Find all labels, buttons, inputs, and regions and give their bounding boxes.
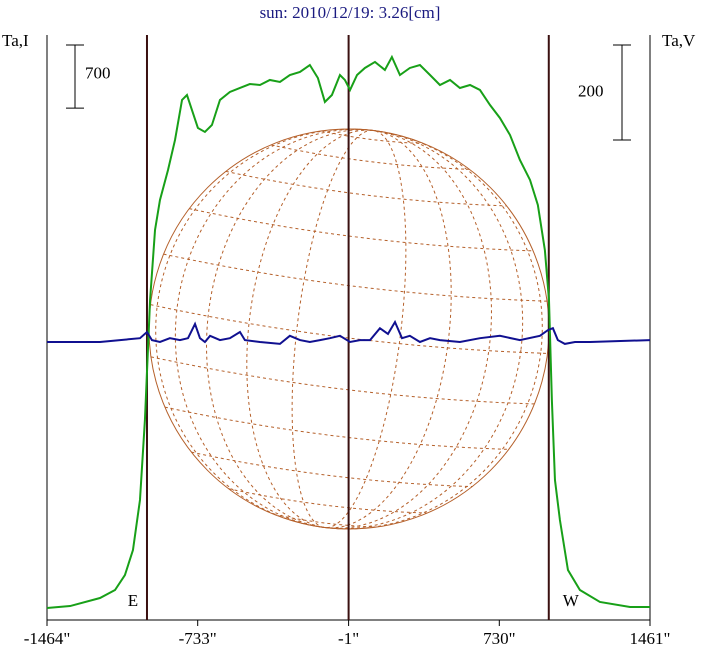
chart-title: sun: 2010/12/19: 3.26[cm] [260,3,441,22]
parallel [150,356,535,405]
parallel [163,253,548,302]
parallel [228,488,428,514]
scale-bar-label: 200 [578,81,604,100]
limb-label: W [563,591,580,610]
x-tick-label: -733" [179,629,217,648]
parallel [273,513,377,528]
parallel [189,208,534,252]
x-tick-label: 1461" [630,629,671,648]
scale-bar-label: 700 [85,63,111,82]
limb-label: E [128,591,138,610]
parallel [270,144,470,170]
parallel [164,406,509,450]
parallel [191,451,473,488]
parallel [321,130,424,145]
meridian [174,128,524,530]
parallel [225,170,507,207]
x-tick-label: -1464" [24,629,71,648]
series-line [46,54,650,610]
x-tick-label: -1" [338,629,359,648]
series-line [47,319,651,345]
y-axis-label: Ta,I [2,31,29,50]
x-tick-label: 730" [483,629,515,648]
y2-axis-label: Ta,V [662,31,696,50]
